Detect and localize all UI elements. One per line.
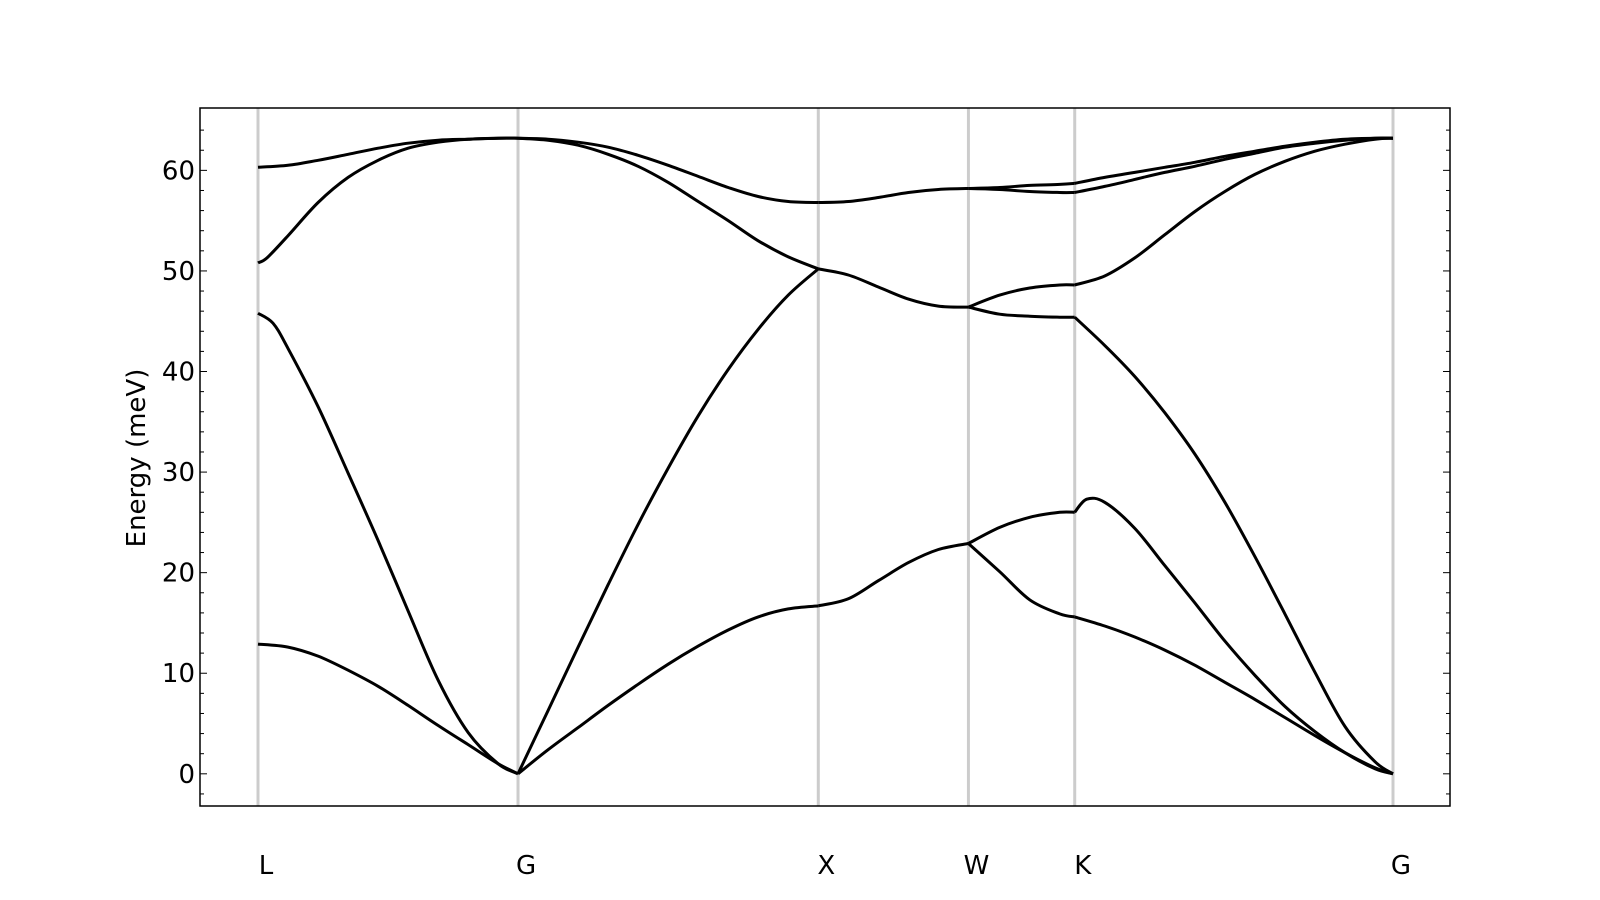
band-line-w-k	[967, 510, 1075, 545]
y-tick-label: 0	[178, 760, 195, 790]
high-symmetry-lines	[256, 108, 1395, 806]
y-tick-label: 40	[162, 358, 195, 388]
x-tick-label-g: G	[516, 851, 536, 881]
band-line-k-g	[1073, 496, 1394, 776]
x-tick-label-x: X	[817, 851, 835, 881]
x-tick-label-w: W	[964, 851, 990, 881]
band-line-g-x	[516, 267, 820, 775]
y-axis-label: Energy (meV)	[122, 369, 152, 548]
band-line-w-k	[968, 181, 1075, 190]
band-line-l-g	[257, 136, 519, 265]
band-line-g-x	[517, 136, 819, 271]
band-line-g-x	[517, 136, 819, 204]
band-line-l-g	[257, 642, 519, 776]
y-tick-label: 50	[162, 257, 195, 287]
y-tick-label: 30	[162, 458, 195, 488]
band-line-x-w	[817, 542, 969, 608]
y-tick-label: 60	[162, 156, 195, 186]
band-line-w-k	[967, 542, 1075, 619]
y-tick-label: 10	[162, 659, 195, 689]
plot-frame	[199, 107, 1451, 807]
x-tick-label-k: K	[1074, 851, 1092, 881]
band-line-k-g	[1074, 615, 1394, 776]
band-line-g-x	[517, 604, 819, 775]
x-tick-label-l: L	[259, 851, 274, 881]
band-line-k-g	[1074, 136, 1394, 185]
band-line-l-g	[257, 136, 519, 169]
band-line-k-g	[1074, 136, 1394, 287]
x-tick-label-g: G	[1391, 851, 1411, 881]
y-tick-label: 20	[162, 559, 195, 589]
band-line-l-g	[257, 311, 519, 776]
band-curves	[257, 136, 1394, 776]
band-line-w-k	[967, 283, 1075, 309]
band-line-k-g	[1073, 316, 1394, 776]
band-line-x-w	[818, 187, 969, 204]
y-axis-ticks: 0 10 20 30 40 50 60	[162, 129, 1450, 795]
band-line-x-w	[818, 267, 969, 309]
band-line-w-k	[968, 305, 1075, 319]
